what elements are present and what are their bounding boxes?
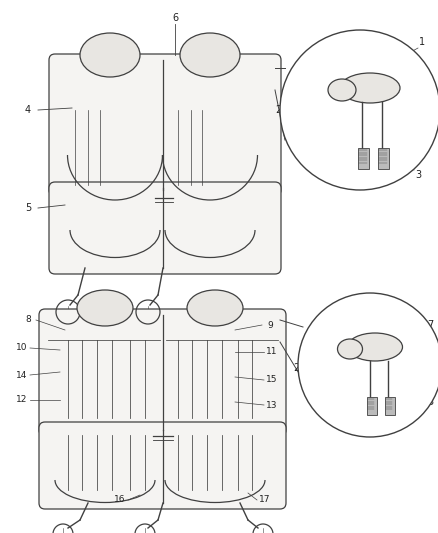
Text: 7: 7 xyxy=(427,320,433,330)
Text: 14: 14 xyxy=(16,370,28,379)
Ellipse shape xyxy=(340,73,400,103)
Text: 12: 12 xyxy=(16,395,28,405)
FancyBboxPatch shape xyxy=(39,422,286,509)
Ellipse shape xyxy=(187,290,243,326)
Ellipse shape xyxy=(328,79,356,101)
Circle shape xyxy=(298,293,438,437)
Text: 16: 16 xyxy=(114,496,126,505)
FancyBboxPatch shape xyxy=(357,148,368,168)
FancyBboxPatch shape xyxy=(367,397,377,415)
Text: 8: 8 xyxy=(25,316,31,325)
Ellipse shape xyxy=(77,290,133,326)
Ellipse shape xyxy=(338,339,363,359)
Text: 6: 6 xyxy=(172,13,178,23)
Ellipse shape xyxy=(80,33,140,77)
Ellipse shape xyxy=(347,333,403,361)
Text: 2: 2 xyxy=(275,105,281,115)
FancyBboxPatch shape xyxy=(49,182,281,274)
Ellipse shape xyxy=(180,33,240,77)
Text: 2: 2 xyxy=(293,363,299,373)
Text: 5: 5 xyxy=(25,203,31,213)
Text: 11: 11 xyxy=(266,348,278,357)
Text: 3: 3 xyxy=(427,397,433,407)
FancyBboxPatch shape xyxy=(39,309,286,436)
Circle shape xyxy=(280,30,438,190)
FancyBboxPatch shape xyxy=(49,54,281,196)
Text: 3: 3 xyxy=(415,170,421,180)
FancyBboxPatch shape xyxy=(378,148,389,168)
Text: 15: 15 xyxy=(266,376,278,384)
Text: 1: 1 xyxy=(419,37,425,47)
Text: 9: 9 xyxy=(267,320,273,329)
Text: 10: 10 xyxy=(16,343,28,352)
Text: 13: 13 xyxy=(266,400,278,409)
FancyBboxPatch shape xyxy=(385,397,395,415)
Text: 17: 17 xyxy=(259,496,271,505)
Text: 4: 4 xyxy=(25,105,31,115)
